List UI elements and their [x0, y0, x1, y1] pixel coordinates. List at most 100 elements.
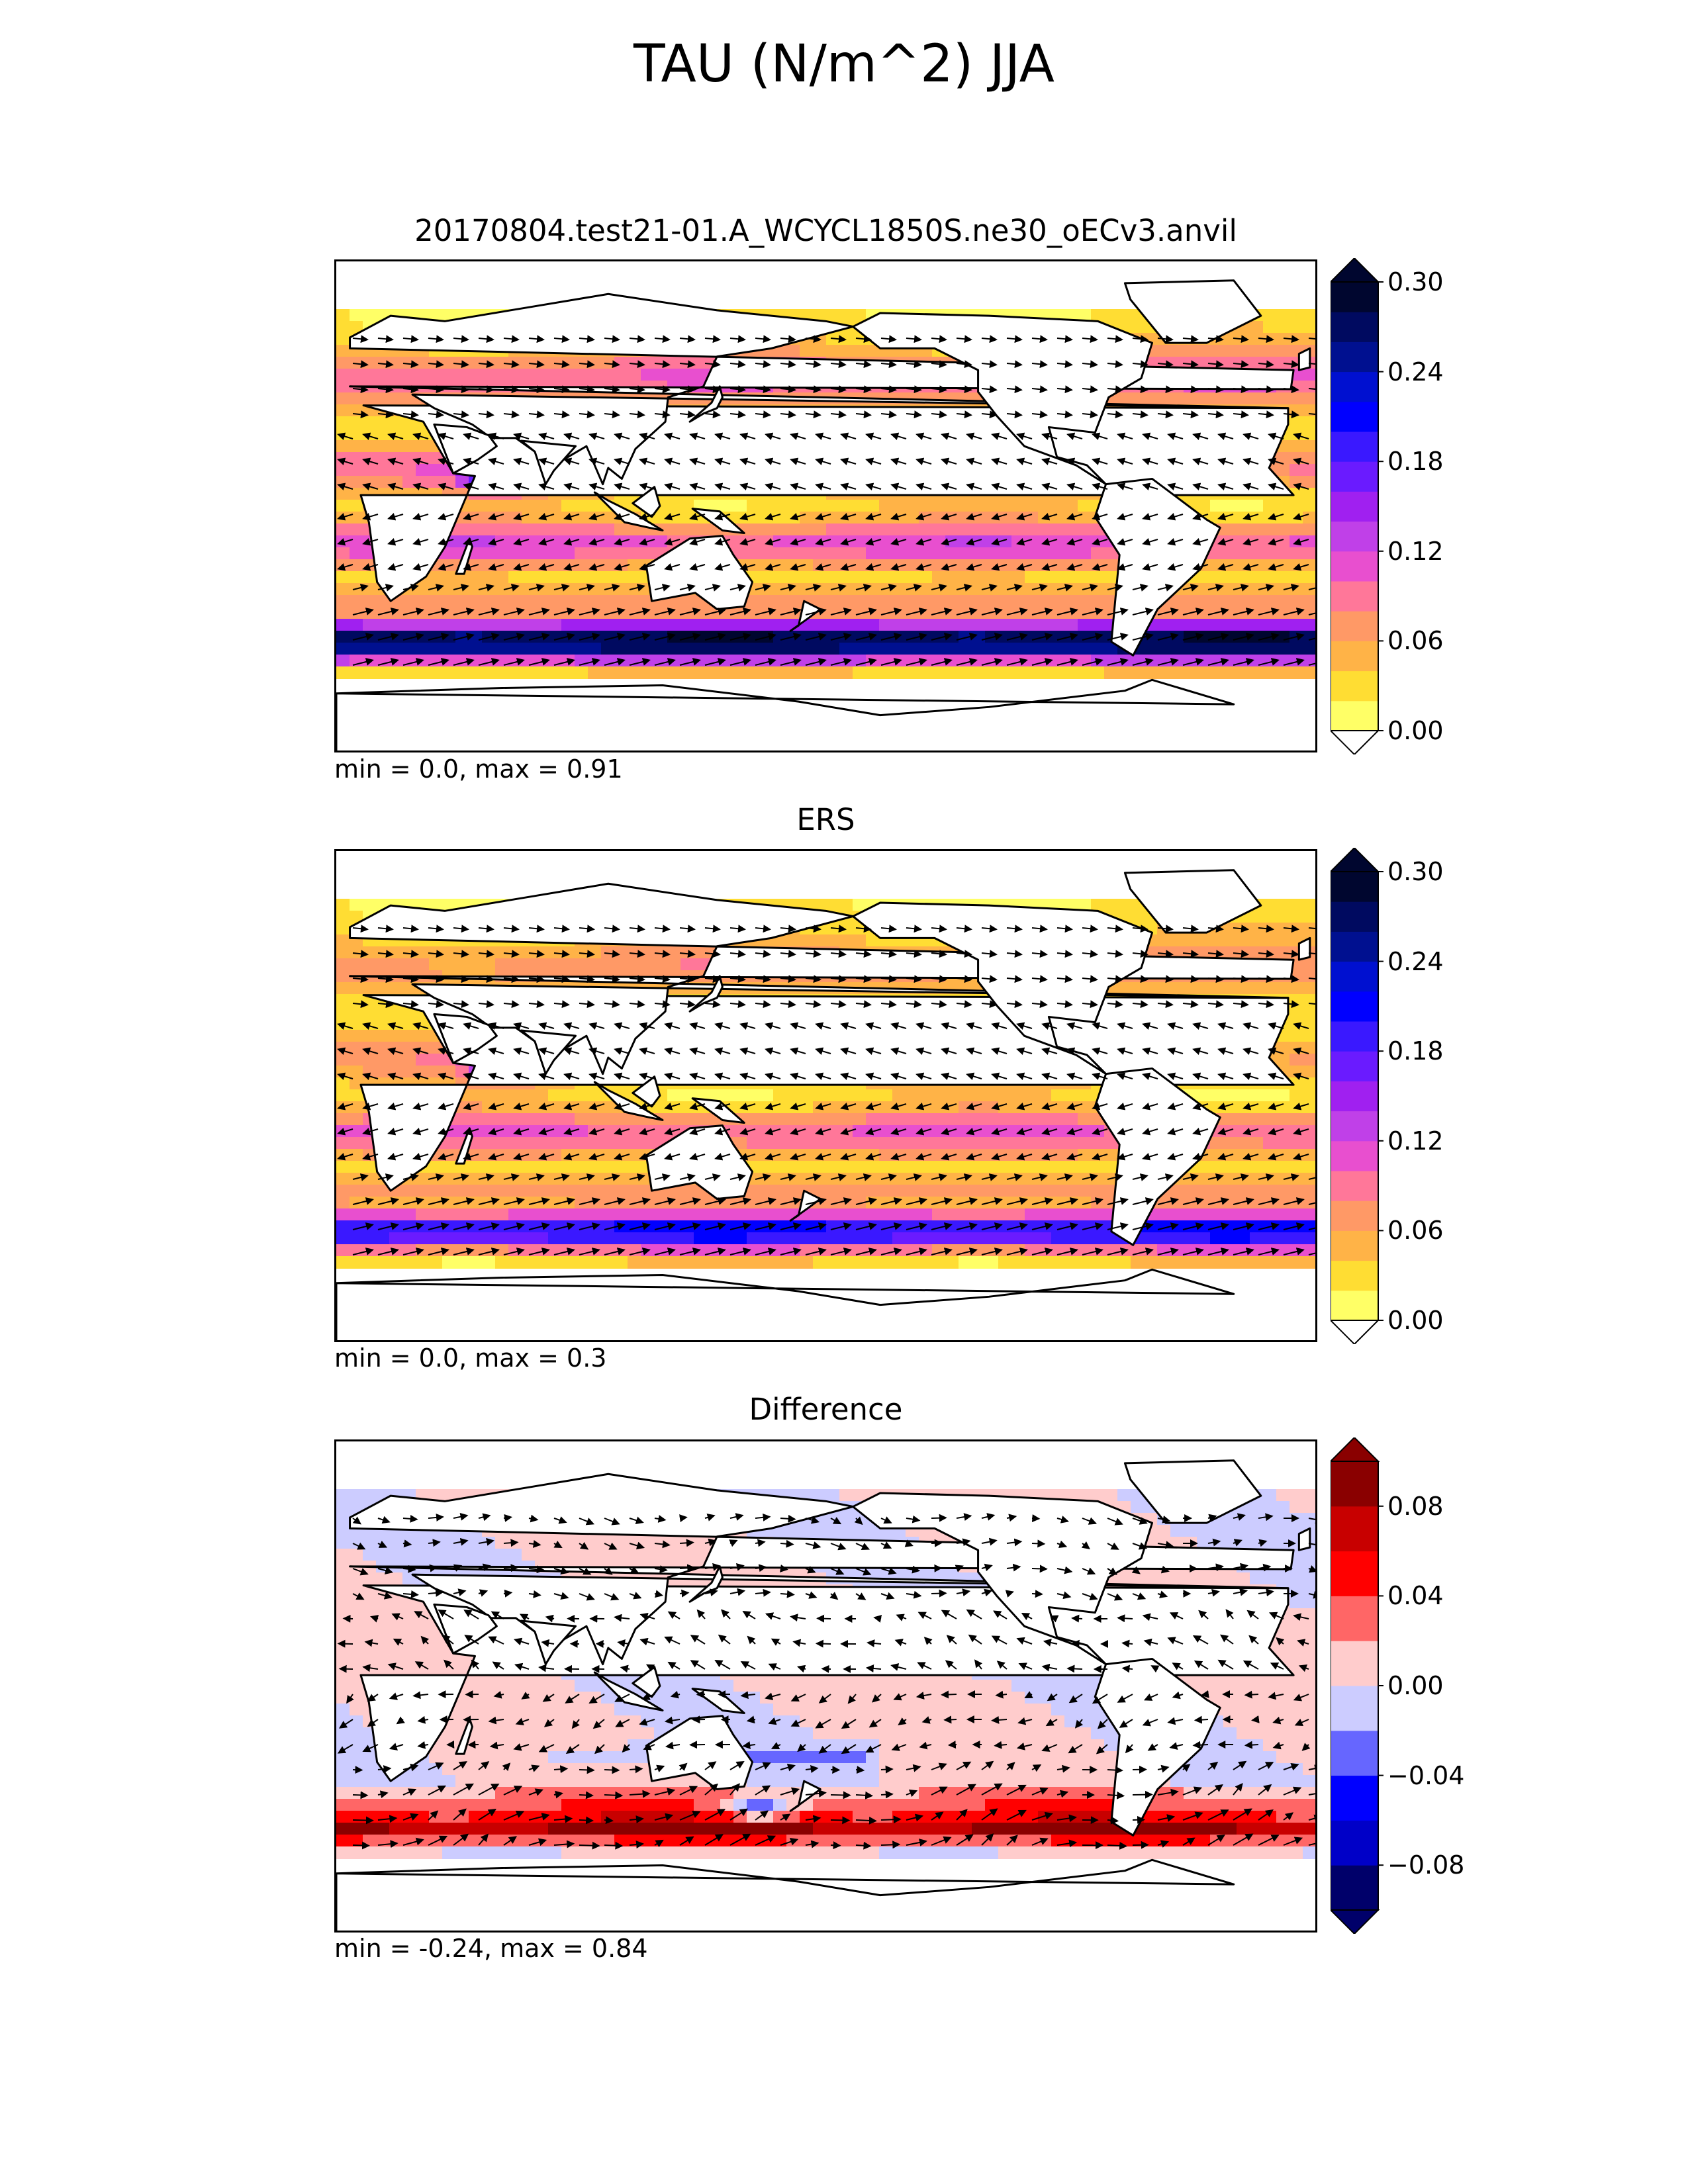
wind-vector [1082, 410, 1098, 419]
landmass-12 [691, 508, 745, 535]
field-cell [336, 958, 350, 971]
field-cell [455, 1173, 469, 1185]
field-cell [1064, 571, 1078, 584]
field-cell [455, 583, 469, 596]
field-cell [1117, 982, 1131, 995]
field-cell [561, 571, 575, 584]
field-cell [680, 523, 694, 536]
field-cell [1237, 1149, 1250, 1161]
field-cell [1303, 911, 1315, 923]
wind-vector [1182, 360, 1199, 369]
field-cell [680, 619, 694, 631]
field-cell [455, 643, 469, 655]
field-cell [1303, 1018, 1315, 1030]
wind-vector [906, 385, 922, 394]
field-cell [1237, 583, 1250, 596]
wind-vector [528, 410, 545, 419]
field-cell [561, 666, 575, 679]
colorbar-segment [1331, 432, 1378, 462]
field-cell [1263, 1089, 1277, 1102]
field-cell [800, 512, 814, 524]
wind-vector [1132, 410, 1149, 419]
field-cell [906, 1185, 919, 1197]
field-cell [561, 357, 575, 369]
field-cell [1303, 1006, 1315, 1019]
field-cell [535, 643, 549, 655]
field-cell [350, 631, 363, 643]
field-cell [1263, 934, 1277, 947]
field-cell [508, 1113, 522, 1126]
field-cell [1170, 345, 1184, 357]
field-cell [1276, 1220, 1290, 1233]
field-cell [1223, 1089, 1237, 1102]
field-cell [892, 595, 906, 608]
field-cell [959, 583, 972, 596]
field-cell [522, 1113, 536, 1126]
field-cell [998, 1101, 1012, 1114]
field-cell [350, 440, 363, 453]
field-cell [535, 523, 549, 536]
field-cell [350, 982, 363, 995]
field-cell [1038, 1113, 1052, 1126]
field-cell [945, 1101, 959, 1114]
field-cell [694, 369, 708, 381]
field-cell [1263, 392, 1277, 405]
field-cell [350, 416, 363, 429]
field-cell [1289, 619, 1303, 631]
wind-vector [830, 385, 847, 394]
field-cell [535, 1185, 549, 1197]
field-cell [1237, 523, 1250, 536]
field-cell [839, 643, 853, 655]
field-cell [641, 666, 655, 679]
field-cell [376, 369, 390, 381]
field-cell [495, 1101, 509, 1114]
wind-vector [1132, 335, 1149, 343]
field-cell [614, 595, 628, 608]
field-cell [389, 369, 403, 381]
wind-vector [830, 410, 847, 419]
field-cell [1104, 309, 1118, 322]
field-cell [1170, 643, 1184, 655]
wind-vector [629, 385, 645, 394]
field-cell [588, 958, 602, 971]
field-cell [350, 1185, 363, 1197]
wind-vector [1107, 360, 1123, 369]
field-cell [826, 535, 840, 548]
field-cell [932, 571, 946, 584]
field-cell [959, 1161, 972, 1173]
field-cell [495, 643, 509, 655]
field-cell [1289, 309, 1303, 322]
field-cell [508, 1173, 522, 1185]
field-cell [1250, 333, 1264, 345]
wind-vector [906, 335, 922, 343]
field-cell [1131, 655, 1145, 667]
field-cell [1011, 583, 1025, 596]
field-cell [839, 595, 853, 608]
field-cell [588, 643, 602, 655]
field-cell [826, 899, 840, 911]
field-cell [350, 476, 363, 488]
colorbar-segment [1331, 670, 1378, 702]
field-cell [826, 571, 840, 584]
field-cell [1276, 1113, 1290, 1126]
field-cell [561, 559, 575, 572]
field-cell [1184, 666, 1197, 679]
field-cell [773, 655, 787, 667]
field-cell [1276, 1137, 1290, 1150]
field-cell [985, 1089, 999, 1102]
field-cell [614, 369, 628, 381]
field-cell [1303, 488, 1315, 500]
field-cell [522, 946, 536, 959]
field-cell [336, 934, 350, 947]
field-cell [336, 1232, 350, 1245]
field-cell [548, 523, 562, 536]
field-cell [1064, 500, 1078, 512]
field-cell [972, 1161, 986, 1173]
field-cell [455, 369, 469, 381]
field-cell [389, 1006, 403, 1019]
field-cell [1289, 488, 1303, 500]
field-cell [1025, 547, 1039, 560]
field-cell [628, 1149, 641, 1161]
field-cell [1051, 1185, 1065, 1197]
field-cell [972, 500, 986, 512]
